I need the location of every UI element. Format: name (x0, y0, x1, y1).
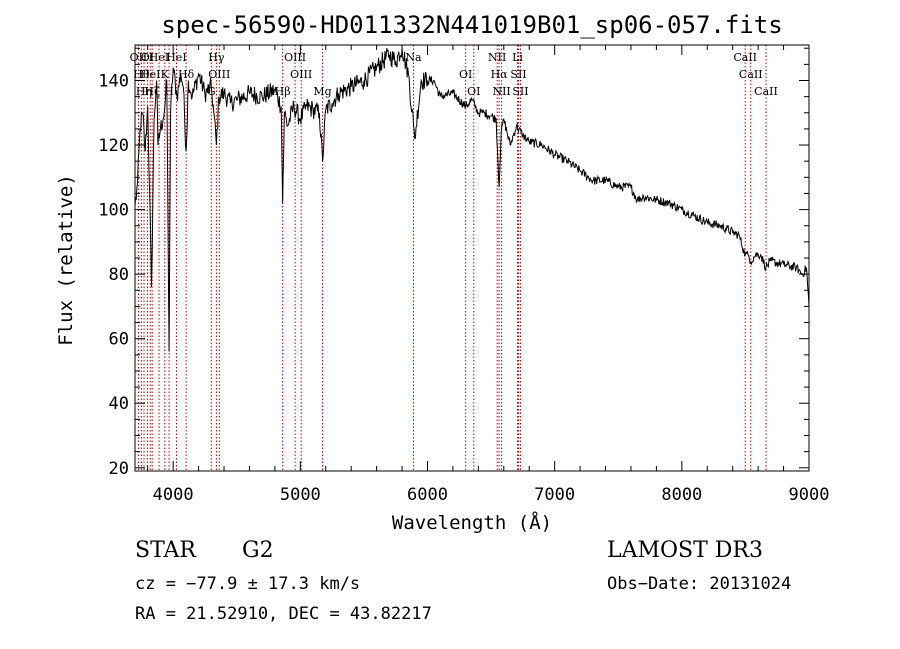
line-marker-label: NII (492, 85, 510, 98)
line-marker-label: Hβ (275, 85, 291, 98)
line-marker-label: OI (459, 68, 472, 81)
y-tick-label: 20 (109, 459, 129, 479)
coordinates: RA = 21.52910, DEC = 43.82217 (135, 604, 432, 624)
y-tick-label: 40 (109, 394, 129, 414)
object-class: STAR (135, 538, 196, 563)
x-axis-label: Wavelength (Å) (392, 511, 552, 534)
line-marker-label: SII (510, 68, 526, 81)
observation-date: Obs−Date: 20131024 (607, 574, 792, 594)
spectral-subclass: G2 (242, 538, 274, 563)
line-marker-label: OII (130, 51, 148, 64)
line-marker-label: OIII (284, 51, 306, 64)
line-marker-label: OI (141, 51, 154, 64)
survey-name: LAMOST DR3 (607, 538, 763, 563)
line-marker-label: CaII (739, 68, 763, 81)
line-marker-label: Hη (136, 85, 152, 98)
line-marker-label: Hθ (133, 68, 150, 81)
x-axis-ticks: 4000 5000 6000 7000 8000 9000 (147, 45, 830, 505)
line-marker-label: HeI (149, 51, 169, 64)
y-tick-label: 100 (98, 201, 129, 221)
line-marker-label: NII (488, 51, 506, 64)
line-marker-label: Hδ (178, 68, 195, 81)
x-tick-label: 4000 (153, 485, 194, 505)
line-marker-label: SII (512, 85, 528, 98)
y-tick-label: 80 (109, 265, 129, 285)
line-marker-label: Hα (491, 68, 509, 81)
y-tick-label: 60 (109, 330, 129, 350)
line-marker-label: Hγ (208, 51, 225, 64)
x-tick-label: 6000 (407, 485, 448, 505)
line-marker-label: OIII (208, 68, 230, 81)
plot-frame (134, 44, 810, 472)
line-marker-label: Mg (313, 85, 331, 98)
line-marker-label: Na (405, 51, 422, 64)
y-tick-label: 120 (98, 136, 129, 156)
line-marker-label: HeI (166, 51, 186, 64)
x-tick-label: 7000 (534, 485, 575, 505)
y-tick-label: 140 (98, 72, 129, 92)
line-marker-label: OIII (290, 68, 312, 81)
x-tick-label: 5000 (280, 485, 321, 505)
x-tick-label: 8000 (661, 485, 702, 505)
line-marker-label: CaII (733, 51, 757, 64)
line-marker-label: K (161, 68, 170, 81)
y-axis-ticks: 20 40 60 80 100 120 140 (98, 47, 809, 479)
chart-title: spec-56590-HD011332N441019B01_sp06-057.f… (161, 11, 782, 39)
y-axis-label: Flux (relative) (55, 174, 77, 346)
line-marker-label: HeI (140, 68, 160, 81)
flux-series-line (134, 48, 810, 352)
line-marker-label: H (164, 85, 174, 98)
line-marker-label: OI (467, 85, 480, 98)
line-marker-label: CaII (754, 85, 778, 98)
line-marker-label: Hζ (144, 85, 160, 98)
redshift-velocity: cz = −77.9 ± 17.3 km/s (135, 574, 361, 594)
line-marker-label: Li (512, 51, 523, 64)
x-tick-label: 9000 (789, 485, 830, 505)
